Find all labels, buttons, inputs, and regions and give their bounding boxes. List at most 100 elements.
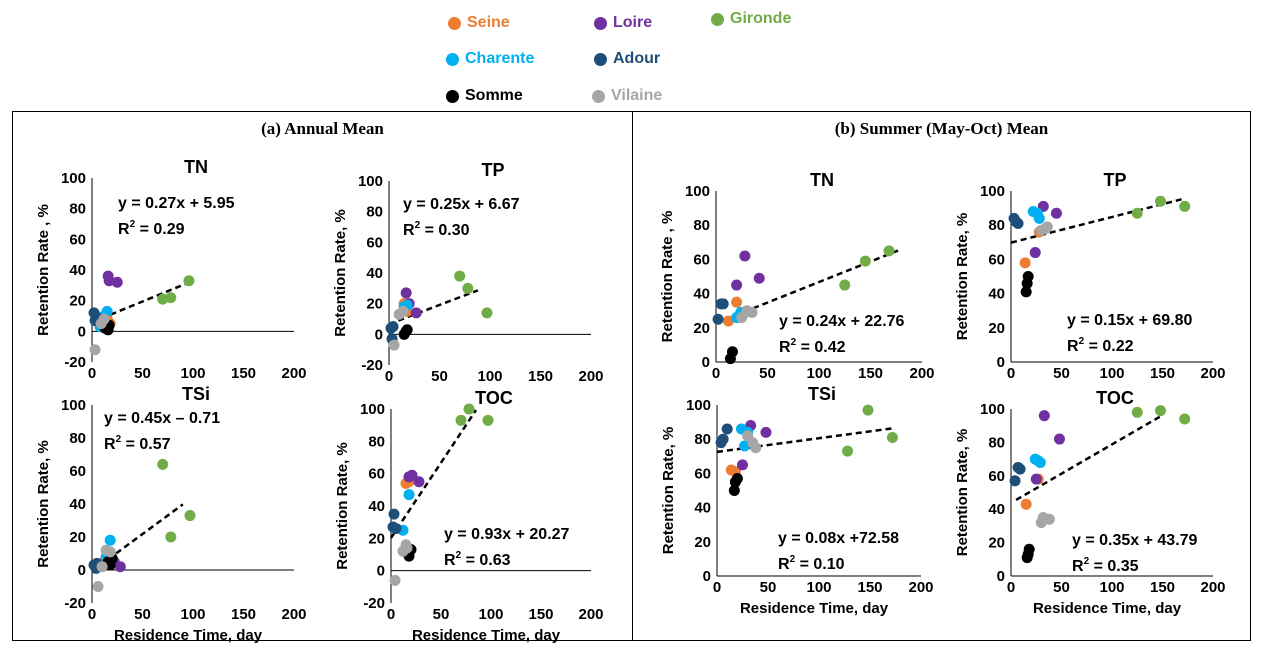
x-tick-label: 100 xyxy=(477,368,502,385)
trendline-equation: y = 0.93x + 20.27 xyxy=(444,526,570,543)
x-tick-label: 150 xyxy=(1150,579,1175,596)
y-tick-label: 40 xyxy=(693,286,710,303)
trendline-equation: y = 0.35x + 43.79 xyxy=(1072,532,1198,549)
data-point-gironde xyxy=(1179,413,1191,425)
y-tick-label: 60 xyxy=(693,251,710,268)
y-tick-label: 20 xyxy=(693,320,710,337)
y-axis-label: Retention Rate, % xyxy=(660,427,677,555)
data-point-adour xyxy=(717,298,729,310)
y-tick-label: 20 xyxy=(368,530,385,547)
x-tick-label: 150 xyxy=(858,365,883,382)
y-tick-label: 80 xyxy=(69,430,86,447)
chart-title-summer-tsi: TSi xyxy=(808,384,836,404)
y-tick-label: 40 xyxy=(69,262,86,279)
r-squared-label: R2 = 0.29 xyxy=(118,219,185,238)
data-point-gironde xyxy=(482,414,494,426)
y-tick-label: 40 xyxy=(694,500,711,517)
x-tick-label: 0 xyxy=(88,365,96,382)
y-tick-label: -20 xyxy=(64,595,86,612)
y-tick-label: 0 xyxy=(78,562,86,579)
legend-item-somme: Somme xyxy=(446,87,523,105)
data-point-adour xyxy=(721,423,733,435)
data-point-somme xyxy=(728,485,740,496)
legend-item-seine: Seine xyxy=(448,14,510,32)
trendline xyxy=(91,503,184,573)
y-tick-label: -20 xyxy=(361,357,383,374)
legend-marker-vilaine xyxy=(592,89,605,103)
y-tick-label: 0 xyxy=(997,354,1005,371)
y-tick-label: 60 xyxy=(69,463,86,480)
legend-marker-somme xyxy=(446,89,459,103)
data-point-seine xyxy=(731,296,743,308)
data-point-charente xyxy=(403,489,415,501)
y-tick-label: -20 xyxy=(363,595,385,612)
legend: Seine Loire Gironde Charente Adour Somme… xyxy=(0,0,1263,108)
x-axis-label: Residence Time, day xyxy=(1033,600,1182,617)
y-axis-label: Retention Rate , % xyxy=(35,204,52,336)
y-tick-label: 80 xyxy=(988,217,1005,234)
chart-title-annual-toc: TOC xyxy=(475,388,513,408)
y-tick-label: 0 xyxy=(375,326,383,343)
data-point-gironde xyxy=(1154,405,1166,417)
x-tick-label: 100 xyxy=(1099,579,1124,596)
legend-label-charente: Charente xyxy=(465,50,535,67)
x-tick-label: 50 xyxy=(1053,365,1070,382)
x-tick-label: 200 xyxy=(281,365,306,382)
y-tick-label: 100 xyxy=(358,173,383,190)
x-tick-label: 150 xyxy=(231,606,256,623)
data-point-vilaine xyxy=(96,561,108,573)
data-point-gironde xyxy=(862,404,874,416)
data-point-gironde xyxy=(462,282,474,294)
x-tick-label: 0 xyxy=(713,579,721,596)
x-tick-label: 150 xyxy=(528,368,553,385)
r-squared-label: R2 = 0.35 xyxy=(1072,556,1139,575)
data-point-somme xyxy=(731,473,743,485)
legend-marker-seine xyxy=(448,16,461,30)
y-tick-label: 100 xyxy=(980,183,1005,200)
data-point-gironde xyxy=(883,245,895,257)
y-tick-label: 40 xyxy=(988,501,1005,518)
data-point-somme xyxy=(1020,286,1032,298)
data-point-adour xyxy=(717,433,729,445)
y-tick-label: 0 xyxy=(703,568,711,585)
data-point-gironde xyxy=(183,275,195,287)
y-tick-label: 100 xyxy=(61,170,86,187)
y-tick-label: 100 xyxy=(685,183,710,200)
data-point-vilaine xyxy=(92,581,104,592)
data-point-adour xyxy=(1012,217,1024,229)
y-tick-label: 80 xyxy=(366,204,383,221)
y-axis-label: Retention Rate, % xyxy=(332,209,349,337)
data-point-loire xyxy=(737,459,748,471)
chart-title-summer-tp: TP xyxy=(1103,170,1126,190)
data-point-charente xyxy=(1034,456,1046,468)
x-tick-label: 200 xyxy=(1200,365,1225,382)
data-point-vilaine xyxy=(389,574,401,586)
trendline-equation: y = 0.24x + 22.76 xyxy=(779,313,905,330)
legend-marker-loire xyxy=(594,16,607,30)
y-tick-label: 20 xyxy=(366,296,383,313)
data-point-adour xyxy=(1014,463,1026,475)
data-point-loire xyxy=(1053,433,1065,445)
x-axis-label: Residence Time, day xyxy=(412,627,561,644)
x-tick-label: 100 xyxy=(806,579,831,596)
legend-label-vilaine: Vilaine xyxy=(611,87,663,104)
chart-title-summer-tn: TN xyxy=(810,170,834,190)
data-point-gironde xyxy=(157,458,169,470)
x-tick-label: 50 xyxy=(1053,579,1070,596)
data-point-seine xyxy=(1020,498,1032,510)
data-point-vilaine xyxy=(401,542,413,554)
y-axis-label: Retention Rate, % xyxy=(35,440,52,568)
y-tick-label: 80 xyxy=(694,431,711,448)
trendline-equation: y = 0.25x + 6.67 xyxy=(403,196,520,213)
chart-summer-tsi: 0 20 40 60 80 100 0 50 100 150 200 TSi Retention Rat… xyxy=(660,384,934,617)
x-tick-label: 0 xyxy=(88,606,96,623)
data-point-seine xyxy=(722,315,734,327)
y-tick-label: 20 xyxy=(69,529,86,546)
legend-item-gironde: Gironde xyxy=(711,10,791,28)
chart-title-summer-toc: TOC xyxy=(1096,388,1134,408)
x-tick-label: 150 xyxy=(231,365,256,382)
chart-title-annual-tp: TP xyxy=(481,160,504,180)
